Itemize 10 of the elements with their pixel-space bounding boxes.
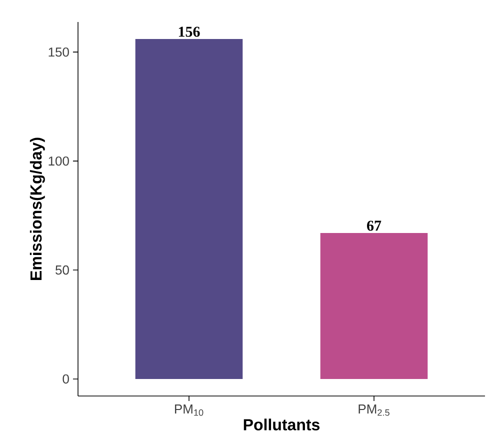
- y-tick-label: 100: [48, 156, 69, 166]
- data-label: 67: [367, 220, 382, 231]
- x-axis-title: Pollutants: [244, 418, 320, 430]
- y-tick-label: 0: [62, 374, 69, 384]
- x-tick-label: PM$_{10}$: [175, 404, 204, 416]
- y-tick-label: 50: [56, 265, 69, 275]
- y-tick-label: 150: [48, 47, 69, 57]
- x-tick-label: PM$_{2.5}$: [358, 404, 390, 416]
- y-axis-title: Emissions(Kg/day): [30, 138, 45, 280]
- data-label: 156: [178, 26, 200, 37]
